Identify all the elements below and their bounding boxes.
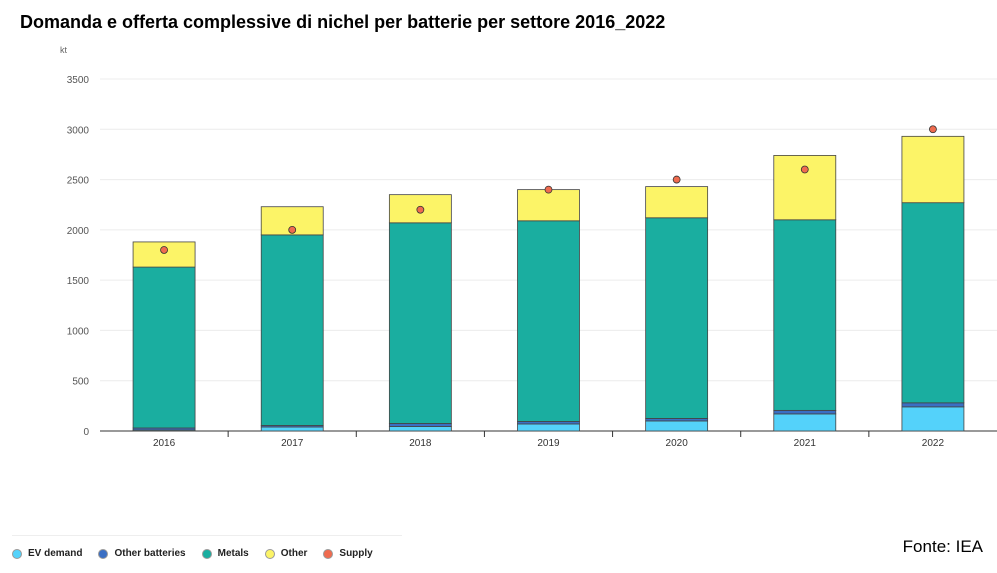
y-axis-label: kt <box>60 45 68 55</box>
y-tick-label: 1000 <box>67 326 90 337</box>
chart-title: Domanda e offerta complessive di nichel … <box>20 12 666 32</box>
bar-metals <box>773 219 837 411</box>
bar-other <box>645 186 709 219</box>
bar-metals <box>260 234 324 426</box>
legend-item: Metals <box>201 548 249 559</box>
y-tick-label: 3500 <box>67 75 90 86</box>
legend-swatch <box>98 548 109 559</box>
bar-other <box>132 241 196 268</box>
legend-swatch <box>323 548 334 559</box>
legend-label: Other batteries <box>114 548 186 559</box>
legend-item: EV demand <box>12 548 82 559</box>
supply-point <box>544 185 553 194</box>
legend-item: Other batteries <box>98 548 186 559</box>
y-tick-label: 2500 <box>67 176 90 187</box>
x-tick-label: 2018 <box>409 438 432 449</box>
bar-other <box>901 135 965 204</box>
supply-point <box>929 125 937 134</box>
supply-point <box>672 175 681 184</box>
x-tick-label: 2020 <box>666 438 689 449</box>
bar-other-batteries <box>388 423 452 427</box>
y-tick-label: 500 <box>72 377 89 388</box>
source-label: Fonte: IEA <box>902 537 983 556</box>
legend-label: Supply <box>339 548 373 559</box>
bar-metals <box>645 217 709 419</box>
bar-ev-demand <box>773 413 837 432</box>
bar-other-batteries <box>773 409 837 415</box>
bar-other <box>773 155 837 221</box>
supply-point <box>416 205 425 214</box>
bar-ev-demand <box>260 426 324 432</box>
legend-label: Other <box>280 548 308 559</box>
bar-other <box>388 194 452 224</box>
bar-ev-demand <box>517 423 580 432</box>
supply-point <box>288 225 297 234</box>
legend: EV demand Other batteries Metals Other Suppl… <box>12 548 373 559</box>
bar-metals <box>388 222 452 424</box>
x-tick-label: 2019 <box>537 438 560 449</box>
bar-other-batteries <box>901 402 965 408</box>
bar-ev-demand <box>901 406 965 432</box>
legend-swatch <box>201 548 212 559</box>
legend-swatch <box>264 548 275 559</box>
bar-other <box>517 189 580 222</box>
legend-label: Metals <box>217 548 249 559</box>
y-tick-label: 1500 <box>67 276 90 287</box>
x-tick-label: 2022 <box>922 438 945 449</box>
x-tick-label: 2017 <box>281 438 304 449</box>
y-tick-label: 0 <box>83 427 89 438</box>
bar-metals <box>517 220 580 422</box>
legend-swatch <box>12 548 22 559</box>
x-tick-label: 2021 <box>794 438 817 449</box>
legend-divider <box>12 535 402 536</box>
legend-label: EV demand <box>28 548 83 559</box>
bar-metals <box>132 266 196 429</box>
bar-ev-demand <box>645 420 709 432</box>
y-tick-label: 3000 <box>67 125 90 136</box>
legend-item: Other <box>264 548 308 559</box>
bar-metals <box>901 202 965 404</box>
supply-point <box>800 165 809 174</box>
bar-ev-demand <box>388 426 452 432</box>
x-tick-label: 2016 <box>153 438 176 449</box>
supply-point <box>160 246 168 254</box>
y-tick-label: 2000 <box>67 226 90 237</box>
legend-item: Supply <box>323 548 373 559</box>
